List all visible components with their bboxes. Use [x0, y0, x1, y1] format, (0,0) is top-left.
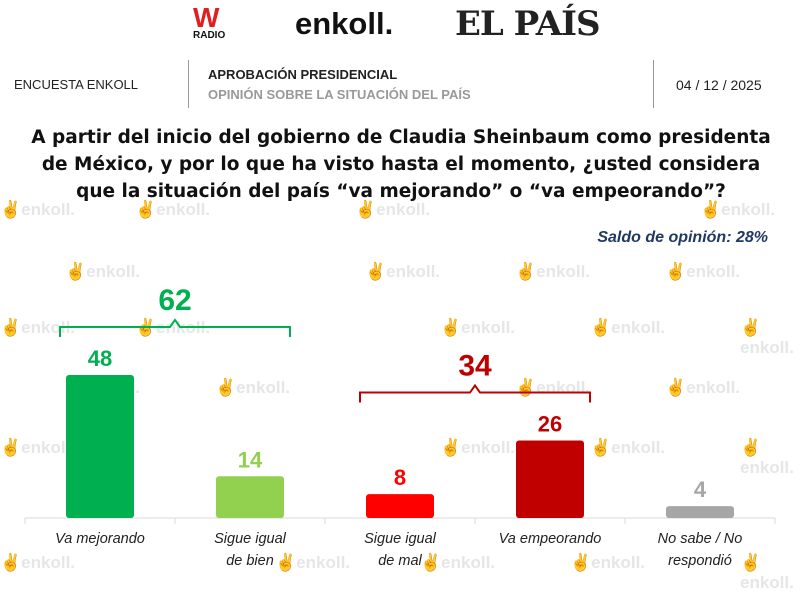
group-total-label: 34 [458, 350, 492, 383]
group-bracket [359, 383, 591, 403]
watermark: ✌enkoll. [65, 262, 141, 281]
data-label: 8 [394, 465, 406, 490]
saldo-annotation: Saldo de opinión: 28% [597, 229, 768, 246]
watermark: ✌enkoll. [135, 318, 211, 337]
bar [666, 506, 734, 518]
watermark: ✌enkoll. [0, 438, 76, 457]
data-label: 48 [88, 346, 112, 371]
group-bracket [59, 318, 291, 337]
w-radio-logo: W RADIO [193, 2, 226, 41]
category-label: No sabe / No respondió [657, 531, 743, 569]
bar [216, 476, 284, 518]
date: 04 / 12 / 2025 [676, 77, 762, 93]
watermark: ✌enkoll. [740, 318, 794, 357]
divider [653, 60, 654, 108]
watermark: ✌enkoll. [0, 553, 76, 572]
watermark: ✌enkoll. [590, 318, 666, 337]
chart-title: A partir del inicio del gobierno de Clau… [31, 127, 771, 202]
header-title: APROBACIÓN PRESIDENCIAL [208, 67, 398, 82]
divider [188, 60, 189, 108]
data-label: 14 [238, 447, 263, 472]
watermark: ✌enkoll. [665, 378, 741, 397]
bar [66, 374, 134, 518]
bar [366, 494, 434, 518]
watermark: ✌enkoll. [515, 262, 591, 281]
watermark: ✌enkoll. [0, 200, 76, 219]
watermark: ✌enkoll. [440, 438, 516, 457]
watermark: ✌enkoll. [420, 553, 496, 572]
watermark: ✌enkoll. [700, 200, 776, 219]
watermark: ✌enkoll. [665, 262, 741, 281]
watermark: ✌enkoll. [365, 262, 441, 281]
category-label: Sigue igual de bien [214, 531, 286, 569]
watermark: ✌enkoll. [275, 553, 351, 572]
watermark: ✌enkoll. [135, 200, 211, 219]
group-total-label: 62 [158, 284, 191, 317]
watermark: ✌enkoll. [355, 200, 431, 219]
bar [516, 440, 584, 518]
data-label: 26 [538, 412, 562, 437]
bar-chart: 48 14 8 26 4 62 34 [24, 284, 776, 524]
category-label: Va mejorando [55, 531, 145, 547]
data-label: 4 [694, 477, 707, 502]
category-label: Va empeorando [498, 531, 602, 547]
watermark: ✌enkoll. [740, 438, 794, 477]
watermark: ✌enkoll. [440, 318, 516, 337]
watermark: ✌enkoll. [570, 553, 646, 572]
watermark: ✌enkoll. [590, 438, 666, 457]
survey-label: ENCUESTA ENKOLL [14, 77, 139, 92]
category-label: Sigue igual de mal [364, 531, 436, 569]
watermark: ✌enkoll. [215, 378, 291, 397]
el-pais-logo: EL PAÍS [455, 4, 601, 44]
header-subtitle: OPINIÓN SOBRE LA SITUACIÓN DEL PAÍS [208, 87, 471, 102]
enkoll-logo: enkoll. [295, 6, 394, 41]
watermark: ✌enkoll. [0, 318, 76, 337]
